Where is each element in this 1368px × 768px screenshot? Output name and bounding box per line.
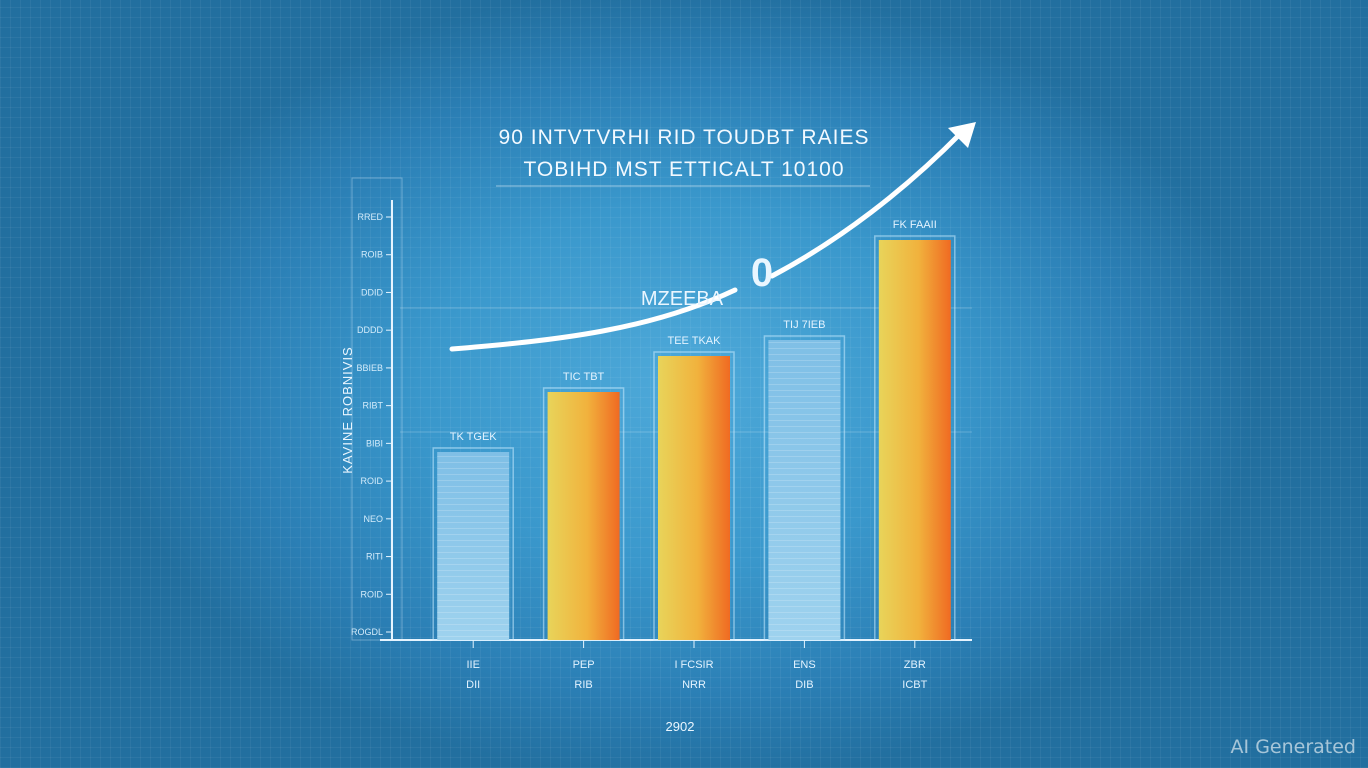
y-tick-label: RIBT (362, 401, 383, 411)
value-label: TIC TBT (563, 371, 605, 383)
y-axis-label: KAVINE ROBNIVIS (340, 346, 355, 473)
value-label: TIJ 7IEB (783, 319, 825, 331)
bar (547, 392, 620, 640)
y-tick-label: BBIEB (356, 363, 383, 373)
y-tick-label: ROID (361, 589, 384, 599)
x-tick-label: I FCSIR NRR (674, 659, 713, 691)
y-tick-label: ROGDL (351, 627, 383, 637)
y-tick-label: BIBI (366, 438, 383, 448)
y-tick-label: ROID (361, 476, 384, 486)
value-label: TEE TKAK (668, 335, 722, 347)
bar-texture (768, 340, 841, 640)
chart-subtitle: TOBIHD MST ETTICALT 10100 (523, 158, 844, 181)
value-labels: TK TGEK TIC TBT TEE TKAK TIJ 7IEB FK FAAII (450, 219, 937, 443)
trend-annotation: MZEEBA (641, 288, 724, 310)
x-tick-label: ZBR ICBT (902, 659, 927, 691)
y-tick-label: NEO (363, 514, 383, 524)
bar (658, 356, 730, 640)
x-tick-label: PEP RIB (573, 659, 595, 691)
y-tick-label: DDID (361, 287, 383, 297)
x-tick-label: IIE DII (466, 659, 480, 691)
bars (432, 235, 956, 648)
watermark: AI Generated (1230, 736, 1356, 758)
y-axis-frame (351, 177, 403, 641)
chart-title: 90 INTVTVRHI RID TOUDBT RAIES (499, 126, 870, 149)
trend-arrow-lower (449, 287, 738, 352)
bar-texture (437, 452, 510, 640)
y-tick-label: RRED (357, 212, 383, 222)
x-axis-label: 2902 (666, 719, 695, 734)
x-axis-tick-labels: IIE DII PEP RIB I FCSIR NRR ENS DIB ZBR ICBT (466, 659, 927, 691)
arrow-head-icon (948, 122, 976, 148)
bar (878, 240, 951, 640)
y-tick-label: DDDD (357, 325, 383, 335)
trend-annotation-symbol: 0 (751, 251, 773, 295)
y-tick-label: ROIB (361, 250, 383, 260)
trend-arrow-upper (769, 129, 965, 279)
y-tick-label: RITI (366, 552, 383, 562)
y-axis-ticks: ROGDL ROID RITI NEO ROID BIBI RIBT BBIEB DDDD DDI… (351, 212, 392, 637)
x-tick-label: ENS DIB (793, 659, 816, 691)
value-label: TK TGEK (450, 431, 498, 443)
value-label: FK FAAII (893, 219, 937, 231)
